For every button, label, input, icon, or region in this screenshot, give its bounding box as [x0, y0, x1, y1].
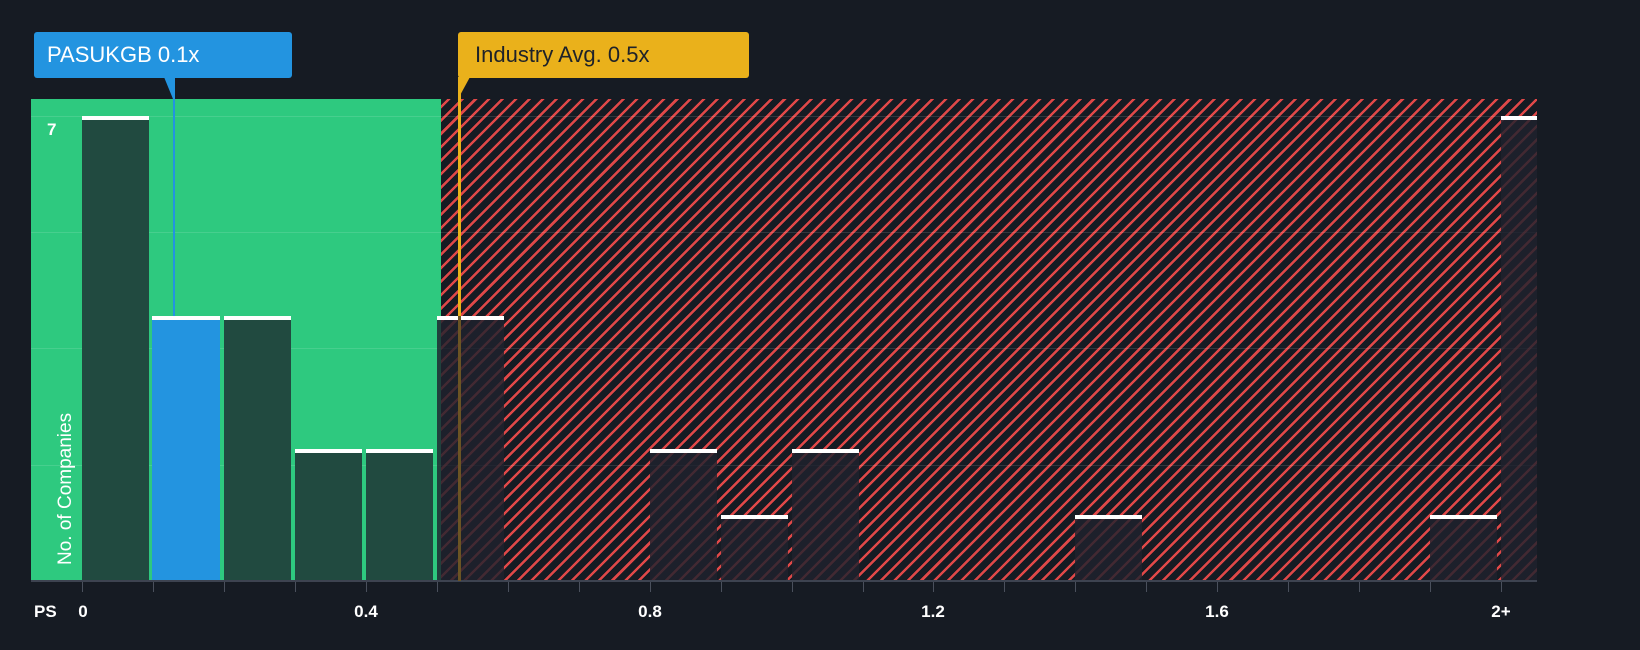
above-average-zone [441, 99, 1537, 581]
x-tick [82, 582, 83, 592]
x-tick [1075, 582, 1076, 592]
bar-0.1-0.2-highlighted[interactable] [152, 316, 220, 581]
bar-0.9-1.0[interactable] [721, 515, 788, 581]
x-tick [933, 582, 934, 592]
x-tick [437, 582, 438, 592]
bar-1.9-2.0[interactable] [1430, 515, 1497, 581]
y-axis-title: No. of Companies [55, 412, 76, 565]
bar-0.4-0.5[interactable] [366, 449, 433, 581]
x-tick-label: 0.4 [354, 602, 378, 621]
bar-0-0.1[interactable] [82, 116, 149, 581]
bar-1.0-1.1[interactable] [792, 449, 859, 581]
x-tick [508, 582, 509, 592]
y-max-label: 7 [47, 120, 57, 139]
x-tick [366, 582, 367, 592]
company-tag: PASUKGB 0.1x [34, 32, 292, 78]
x-tick [1430, 582, 1431, 592]
x-tick-label: 2+ [1491, 602, 1511, 621]
bar-0.3-0.4[interactable] [295, 449, 362, 581]
x-tick [224, 582, 225, 592]
gridline [31, 116, 1537, 117]
x-tick [1004, 582, 1005, 592]
x-tick-label: 0 [78, 602, 88, 621]
x-tick [1359, 582, 1360, 592]
x-tick [153, 582, 154, 592]
x-axis-line [31, 580, 1537, 582]
chart-plot-area [31, 99, 1537, 581]
gridline [31, 348, 1537, 349]
industry-average-line-behind-bar [458, 316, 461, 581]
company-tag-pointer [164, 77, 173, 99]
x-tick-label: 1.2 [921, 602, 945, 621]
x-tick [295, 582, 296, 592]
gridline [31, 465, 1537, 466]
bar-0.5-0.6[interactable] [437, 316, 504, 581]
x-tick [1146, 582, 1147, 592]
company-marker-line [173, 78, 175, 316]
bar-1.4-1.5[interactable] [1075, 515, 1142, 581]
bar-2-plus[interactable] [1501, 116, 1537, 581]
bar-0.8-0.9[interactable] [650, 449, 717, 581]
x-tick-label: 1.6 [1205, 602, 1229, 621]
x-tick-label: 0.8 [638, 602, 662, 621]
x-tick [792, 582, 793, 592]
x-tick [650, 582, 651, 592]
x-tick [721, 582, 722, 592]
gridline [31, 232, 1537, 233]
industry-tag-pointer [458, 77, 470, 99]
x-tick [1501, 582, 1502, 592]
x-tick [579, 582, 580, 592]
x-axis-prefix: PS [34, 602, 57, 621]
x-tick [1288, 582, 1289, 592]
industry-average-tag: Industry Avg. 0.5x [458, 32, 749, 78]
x-tick [1217, 582, 1218, 592]
x-tick [863, 582, 864, 592]
bar-0.2-0.3[interactable] [224, 316, 291, 581]
